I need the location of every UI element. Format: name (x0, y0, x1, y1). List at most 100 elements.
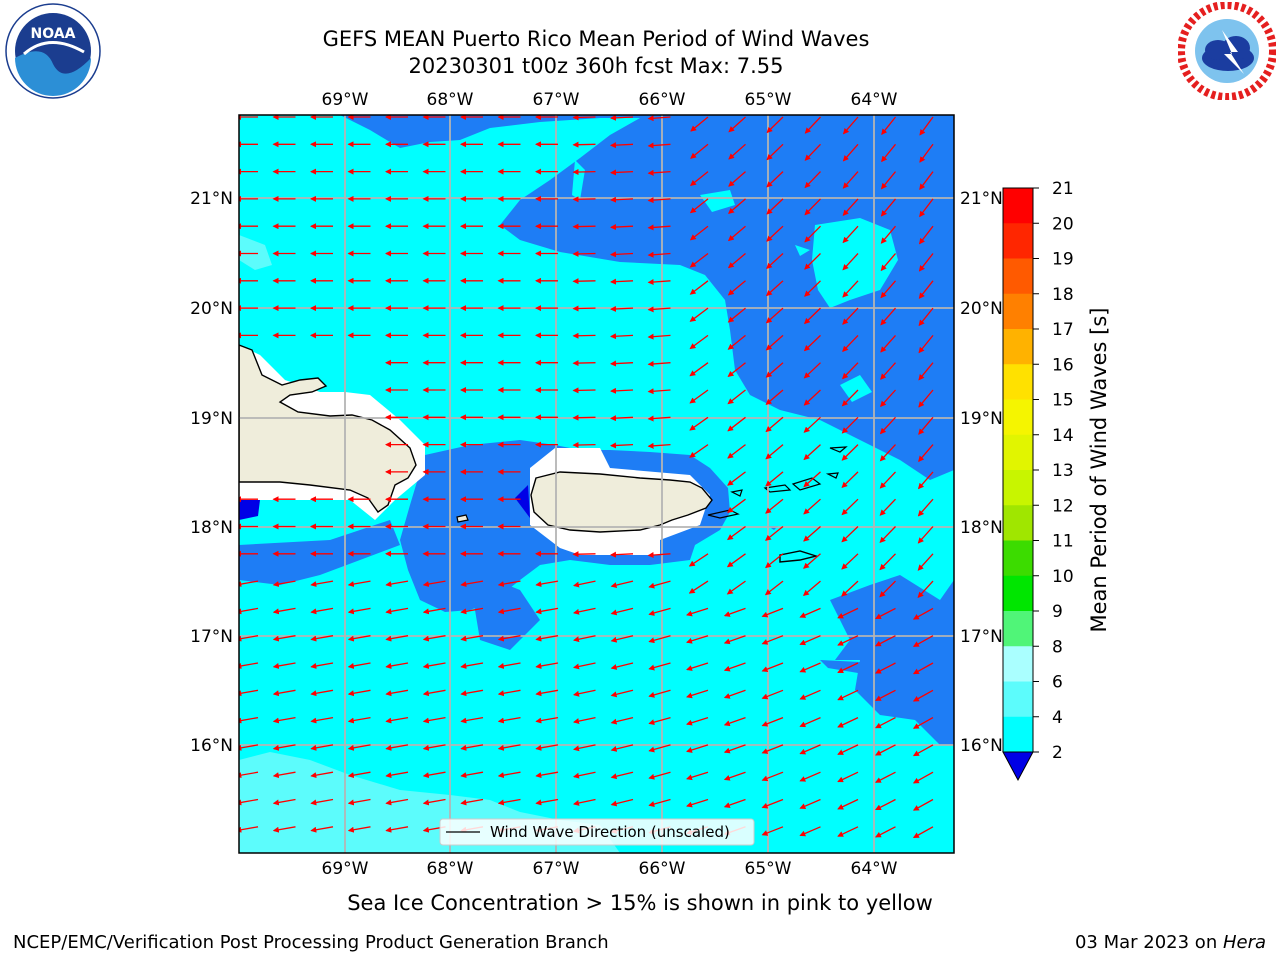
wave-direction-arrow (837, 635, 859, 646)
wave-direction-arrow (310, 607, 334, 615)
wave-direction-arrow (803, 389, 821, 406)
wave-direction-arrow (647, 360, 671, 367)
wave-direction-arrow (497, 580, 521, 587)
wave-direction-arrow (689, 389, 709, 404)
wave-direction-arrow (765, 280, 784, 297)
right-latitude-labels: 21°N 20°N 19°N 18°N 17°N 16°N (960, 189, 1003, 756)
colorbar-tick-label: 18 (1052, 285, 1074, 305)
wave-direction-arrow (765, 498, 784, 514)
wave-direction-arrow (837, 744, 859, 755)
sea-ice-note: Sea Ice Concentration > 15% is shown in … (347, 891, 933, 915)
puerto-rico-land (530, 471, 713, 533)
wave-direction-arrow (497, 689, 521, 697)
wave-direction-arrow (804, 253, 821, 270)
wave-direction-arrow (573, 635, 596, 643)
wave-direction-arrow (918, 334, 934, 354)
wave-direction-arrow (347, 580, 371, 587)
wave-direction-arrow (647, 279, 671, 286)
wave-direction-arrow (610, 387, 634, 394)
wave-direction-arrow (689, 416, 709, 431)
lat-label: 17°N (190, 627, 233, 647)
wave-direction-arrow (385, 798, 409, 806)
wave-direction-arrow (688, 580, 709, 594)
wave-direction-arrow (647, 197, 671, 204)
wave-direction-arrow (385, 607, 409, 615)
wave-direction-arrow (727, 362, 746, 378)
wave-direction-arrow (912, 744, 934, 757)
wave-direction-arrow (842, 198, 859, 216)
wave-direction-arrow (310, 771, 334, 779)
wave-direction-arrow (239, 826, 259, 833)
wave-direction-arrow (880, 389, 896, 408)
wave-direction-arrow (460, 635, 484, 642)
lat-label: 21°N (190, 189, 233, 209)
wave-direction-arrow (686, 716, 709, 726)
colorbar-segment (1003, 681, 1033, 718)
lon-label: 66°W (639, 859, 686, 879)
colorbar-segment (1003, 258, 1033, 295)
wave-direction-arrow (837, 771, 859, 783)
wave-direction-arrow (239, 744, 259, 751)
wave-direction-arrow (272, 771, 296, 779)
lat-label: 18°N (190, 518, 233, 538)
colorbar-tick-label: 14 (1052, 426, 1074, 446)
map-frame (238, 114, 955, 854)
wave-direction-arrow (647, 442, 671, 449)
wave-direction-arrow (648, 635, 671, 644)
colorbar-tick-label: 10 (1052, 567, 1074, 587)
wave-direction-arrow (879, 580, 896, 598)
left-latitude-labels: 21°N 20°N 19°N 18°N 17°N 16°N (190, 189, 233, 756)
wave-direction-arrow (535, 607, 559, 615)
colorbar-segment (1003, 505, 1033, 541)
wave-direction-arrow (535, 744, 559, 751)
colorbar-tick-label: 15 (1052, 391, 1074, 411)
wave-direction-arrow (803, 444, 821, 461)
wave-direction-arrow (610, 333, 634, 340)
wave-direction-arrow (799, 662, 821, 673)
colorbar-segment (1003, 399, 1033, 436)
wave-direction-arrow (573, 607, 596, 615)
wave-direction-arrow (610, 607, 634, 616)
lon-label: 64°W (851, 859, 898, 879)
wave-direction-arrow (842, 225, 859, 244)
wave-direction-arrow (648, 689, 671, 698)
wave-direction-arrow (728, 198, 746, 214)
wave-direction-arrow (610, 662, 634, 670)
wave-direction-arrow (802, 580, 821, 597)
wave-direction-arrow (239, 580, 259, 587)
wave-direction-arrow (572, 551, 596, 558)
wave-direction-arrow (723, 689, 746, 699)
ocean-below-2s-region (239, 500, 260, 520)
wave-direction-arrow (765, 362, 784, 378)
wave-direction-arrow (686, 689, 709, 699)
wave-direction-arrow (572, 332, 596, 339)
wave-direction-arrow (422, 798, 446, 806)
wave-direction-arrow (610, 580, 634, 589)
wave-direction-arrow (842, 334, 859, 353)
wave-direction-arrow (573, 716, 596, 725)
wave-direction-arrow (535, 716, 559, 724)
wave-direction-arrow (572, 414, 596, 421)
lon-label: 69°W (322, 859, 369, 879)
wave-direction-arrow (881, 116, 897, 135)
wave-direction-arrow (310, 826, 334, 833)
wave-direction-arrow (690, 143, 709, 159)
chart-title: GEFS MEAN Puerto Rico Mean Period of Win… (322, 27, 870, 51)
wave-direction-arrow (610, 798, 634, 807)
wave-direction-arrow (647, 333, 671, 340)
wave-direction-arrow (766, 225, 784, 242)
wave-direction-arrow (610, 169, 634, 176)
wave-direction-arrow (310, 744, 334, 751)
colorbar-tick-label: 17 (1052, 320, 1074, 340)
wave-direction-arrow (648, 607, 671, 616)
wave-direction-arrow (460, 716, 484, 724)
lat-label: 16°N (190, 736, 233, 756)
wave-direction-arrow (881, 143, 897, 163)
wave-direction-arrow (841, 498, 859, 516)
wave-direction-arrow (765, 444, 784, 460)
wave-direction-arrow (385, 826, 409, 833)
lon-label: 65°W (745, 859, 792, 879)
footer-credit: NCEP/EMC/Verification Post Processing Pr… (13, 932, 609, 953)
wave-direction-arrow (310, 716, 334, 724)
footer-date: 03 Mar 2023 on Hera (1075, 932, 1266, 953)
